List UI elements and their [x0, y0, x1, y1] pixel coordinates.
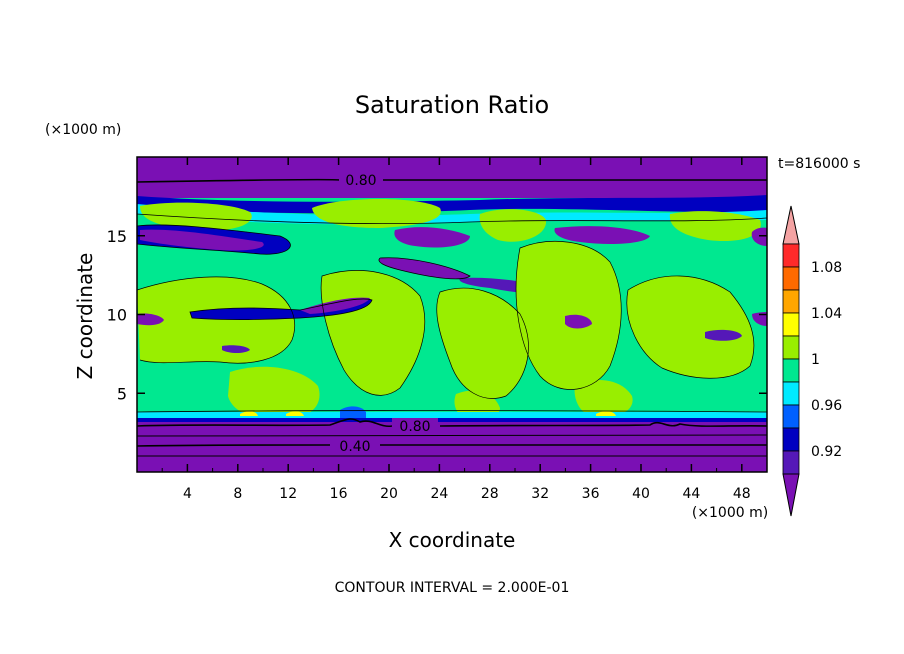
field-region-green: [574, 380, 633, 418]
colorbar-label: 1.08: [811, 260, 842, 276]
contour-line: [137, 178, 767, 183]
field-region-green: [436, 288, 529, 399]
field-region-upper-transition: [137, 195, 767, 214]
y-axis-title: Z coordinate: [73, 253, 97, 380]
x-tick-label: 16: [330, 486, 348, 502]
chart-title: Saturation Ratio: [355, 91, 549, 119]
x-tick-label: 36: [582, 486, 600, 502]
field-region-green: [669, 211, 761, 242]
field-region-dry-streak: [300, 297, 370, 314]
colorbar-segment: [782, 427, 800, 452]
x-axis: 4 8 12 16 20 24 28 32 36 40 44 48: [161, 157, 751, 502]
field-region-lower-dry: [137, 420, 767, 472]
y-tick-label: 5: [117, 384, 127, 403]
colorbar-label: 1.04: [811, 306, 842, 322]
field-region-dry-streak: [752, 312, 767, 326]
field-region-dry-streak: [394, 227, 470, 248]
x-tick-label: 12: [279, 486, 297, 502]
contour-interval-note: CONTOUR INTERVAL = 2.000E-01: [335, 580, 570, 596]
field-region-lower-transition: [137, 418, 767, 422]
field-region-dry-streak: [705, 329, 742, 341]
contour-line: [626, 275, 755, 379]
field-region-green: [228, 366, 320, 421]
x-axis-title: X coordinate: [389, 528, 516, 552]
colorbar-segment: [782, 358, 800, 383]
x-tick-label: 48: [733, 486, 751, 502]
field-region-dry-streak: [751, 227, 767, 246]
colorbar-segment: [782, 289, 800, 314]
contour-label-box: [339, 172, 383, 188]
x-tick-label: 4: [183, 486, 192, 502]
contour-label-box: [332, 438, 378, 454]
field-region-green: [137, 276, 295, 364]
field-region-low-blue: [340, 406, 366, 420]
contour-line: [320, 270, 426, 396]
contour-line: [137, 434, 767, 437]
colorbar-segment: [782, 312, 800, 337]
colorbar-segment: [782, 404, 800, 429]
y-unit-label: (×1000 m): [45, 122, 121, 138]
colorbar-label: 0.92: [811, 444, 842, 460]
colorbar-label: 0.96: [811, 398, 842, 414]
x-tick-label: 40: [632, 486, 650, 502]
y-axis: 5 10 15: [107, 227, 767, 403]
contour-line: [137, 410, 767, 413]
colorbar-segment: [782, 450, 800, 475]
field-region-upper-dry: [137, 157, 767, 198]
field-region-green: [626, 275, 754, 379]
x-tick-label: 20: [380, 486, 398, 502]
time-label: t=816000 s: [778, 156, 860, 172]
contour-label: 0.80: [399, 419, 430, 435]
field-region-dry-streak: [554, 226, 650, 244]
contour-line: [137, 224, 291, 255]
field-region-dry-streak: [565, 314, 592, 329]
colorbar-top-arrow: [782, 205, 800, 245]
contour-label: 0.40: [339, 439, 370, 455]
field-region-dry-streak: [222, 345, 250, 353]
contour-label-box: [392, 418, 438, 434]
field-region-green: [140, 202, 252, 231]
x-tick-label: 28: [481, 486, 499, 502]
field-region-low-cyan: [137, 412, 767, 420]
field-region-green: [312, 199, 441, 228]
colorbar-segment: [782, 381, 800, 406]
field-region-yellow: [286, 411, 304, 416]
contour-line: [137, 276, 296, 364]
y-tick-label: 15: [107, 227, 127, 246]
contour-line: [378, 257, 471, 280]
field-region-dry-streak: [137, 313, 164, 326]
x-tick-label: 8: [233, 486, 242, 502]
colorbar-segment: [782, 243, 800, 268]
contour-field: [137, 157, 767, 472]
colorbar-bottom-arrow: [782, 473, 800, 517]
field-region-upper-cyan: [137, 204, 767, 225]
colorbar-segment: [782, 266, 800, 291]
contour-line: [515, 241, 622, 390]
x-unit-label: (×1000 m): [692, 505, 768, 521]
field-region-dry-streak: [140, 229, 264, 251]
contour-label: 0.80: [345, 173, 376, 189]
x-tick-label: 32: [531, 486, 549, 502]
x-tick-label: 44: [682, 486, 700, 502]
field-region-dry-streak: [378, 257, 470, 279]
colorbar-labels: 1.08 1.04 1 0.96 0.92: [811, 260, 842, 460]
contour-line: [137, 443, 767, 447]
field-region-green: [479, 209, 547, 242]
colorbar: [782, 205, 800, 517]
y-tick-label: 10: [107, 306, 127, 325]
contour-line: [436, 287, 529, 399]
x-tick-label: 24: [430, 486, 448, 502]
field-region-yellow: [240, 411, 258, 416]
contour-line: [137, 418, 767, 428]
field-region-yellow: [596, 411, 616, 416]
colorbar-label: 1: [811, 352, 820, 368]
contour-line: [137, 213, 767, 224]
colorbar-segment: [782, 335, 800, 360]
contour-line: [189, 298, 373, 320]
